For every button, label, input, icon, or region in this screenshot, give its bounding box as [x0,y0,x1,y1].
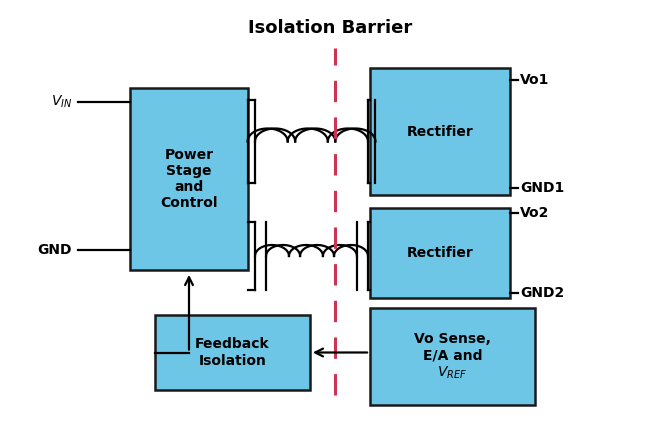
Text: Vo2: Vo2 [520,206,549,220]
Text: Power
Stage
and
Control: Power Stage and Control [160,148,217,210]
Text: Rectifier: Rectifier [407,125,473,139]
Bar [155,315,310,390]
Text: Feedback
Isolation: Feedback Isolation [195,337,270,368]
Bar [130,88,248,270]
Text: GND: GND [38,243,72,257]
Text: Vo Sense,
E/A and
$V_{REF}$: Vo Sense, E/A and $V_{REF}$ [414,332,491,381]
Text: Vo1: Vo1 [520,73,549,87]
Text: Rectifier: Rectifier [407,246,473,260]
Text: GND2: GND2 [520,286,564,300]
Text: $V_{IN}$: $V_{IN}$ [51,94,72,110]
Text: Isolation Barrier: Isolation Barrier [249,19,412,37]
Text: GND1: GND1 [520,181,564,195]
Bar [370,308,535,405]
Bar [370,68,510,195]
Bar [370,208,510,298]
